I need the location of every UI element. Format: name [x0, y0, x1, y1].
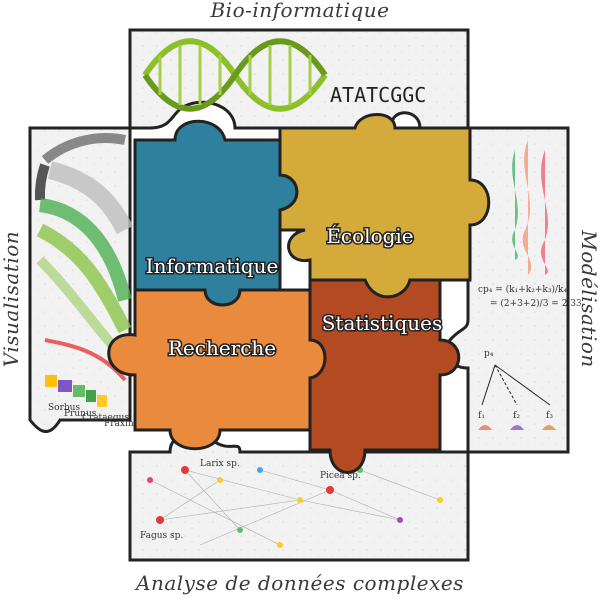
top-frame-piece: [128, 28, 470, 137]
piece-ecologie: Écologie: [278, 113, 491, 299]
chord-label: Fraxinus: [104, 419, 144, 429]
label-statistiques: Statistiques: [322, 311, 443, 335]
chord-label: Prunus: [64, 409, 97, 419]
chord-label: Crataegus: [82, 413, 129, 423]
piece-statistiques: Statistiques: [308, 278, 461, 474]
network-label: Larix sp.: [200, 459, 240, 469]
modelling-panel: cp₄ = (k₁+k₂+k₃)/k₄ = (2+3+2)/3 = 2.33 p…: [478, 140, 582, 430]
tree-root: p₄: [484, 349, 494, 359]
tree-leaf: f₃: [546, 411, 553, 421]
network-label: Fagus sp.: [140, 531, 183, 541]
label-informatique: Informatique: [146, 254, 279, 278]
label-recherche: Recherche: [168, 336, 276, 360]
chord-diagram: Sorbus Prunus Crataegus Fraxinus: [34, 133, 144, 429]
label-bottom: Analyse de données complexes: [134, 571, 464, 595]
formula-lhs: cp₄ = (k₁+k₂+k₃)/k₄: [478, 284, 567, 295]
label-ecologie: Écologie: [326, 224, 413, 248]
label-right: Modélisation: [577, 229, 600, 368]
formula-rhs: = (2+3+2)/3 = 2.33: [490, 298, 582, 309]
tree-leaf: f₂: [513, 411, 520, 421]
piece-recherche: Recherche: [107, 288, 327, 451]
label-top: Bio-informatique: [209, 0, 389, 22]
dna-illustration: ATATCGGC: [142, 38, 426, 112]
tree-leaf: f₁: [478, 411, 485, 421]
network-label: Picea sp.: [320, 471, 361, 481]
dna-sequence: ATATCGGC: [330, 83, 426, 107]
chord-label: Sorbus: [48, 403, 80, 413]
bottom-frame-piece: [128, 432, 470, 562]
network-graph: Larix sp. Fagus sp. Picea sp.: [140, 459, 443, 548]
piece-informatique: Informatique: [133, 119, 299, 307]
label-left: Visualisation: [0, 231, 23, 367]
